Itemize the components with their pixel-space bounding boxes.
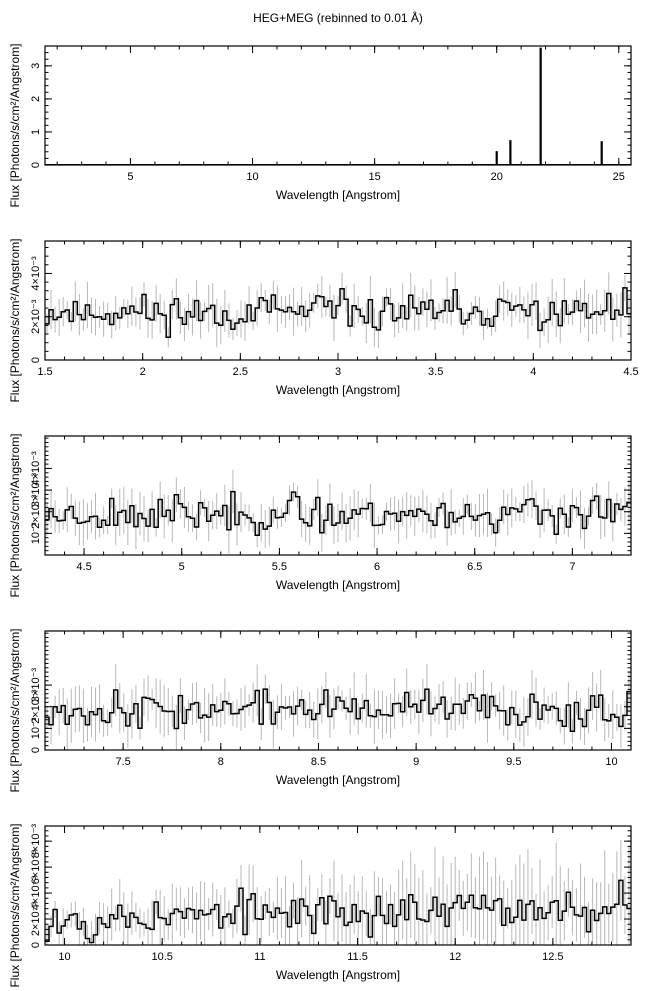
y-tick-label: 3 xyxy=(30,63,42,69)
spectrum-data xyxy=(45,271,631,349)
x-tick-label: 4.5 xyxy=(623,366,638,378)
x-tick-label: 25 xyxy=(613,171,625,183)
x-tick-label: 10 xyxy=(58,951,70,963)
spectrum-panel-5: 10 10.5 11 11.5 12 12.5 0 2×10⁻³4×10⁻³6×10⁻³8×1… xyxy=(8,823,632,988)
y-tick-label: 3×10⁻³ xyxy=(30,668,42,703)
spectrum-panel-2: 1.5 2 2.5 3 3.5 4 4.5 0 2×10⁻³ 4×10⁻³ Wavelength [… xyxy=(8,238,639,402)
x-tick-label: 20 xyxy=(491,171,503,183)
spectrum-data xyxy=(45,47,631,166)
spectrum-data xyxy=(45,469,631,554)
x-tick-label: 3.5 xyxy=(428,366,443,378)
y-tick-label: 8×10⁻³ xyxy=(30,824,42,859)
y-tick-label: 4×10⁻³ xyxy=(30,876,42,911)
y-axis: 0 1 2 3 xyxy=(30,45,631,168)
x-tick-label: 9.5 xyxy=(506,756,521,768)
y-axis: 0 2×10⁻³4×10⁻³6×10⁻³8×10⁻³ xyxy=(30,824,631,948)
spectrum-step-line xyxy=(45,879,631,944)
x-axis: 7.5 8 8.5 9 9.5 10 xyxy=(44,631,632,768)
y-axis-label: Flux [Photons/s/cm²/Angstrom] xyxy=(8,433,22,597)
spectrum-data xyxy=(45,663,631,750)
y-axis-label: Flux [Photons/s/cm²/Angstrom] xyxy=(8,43,22,207)
x-axis: 1.5 2 2.5 3 3.5 4 4.5 xyxy=(37,241,639,378)
y-axis-label: Flux [Photons/s/cm²/Angstrom] xyxy=(8,823,22,987)
y-axis: 0 2×10⁻³ 4×10⁻³ xyxy=(30,246,631,363)
x-tick-label: 15 xyxy=(369,171,381,183)
y-axis: 10⁻³2×10⁻³3×10⁻³4×10⁻³ xyxy=(30,437,631,556)
x-axis-label: Wavelength [Angstrom] xyxy=(276,773,400,787)
x-axis: 10 10.5 11 11.5 12 12.5 xyxy=(44,826,632,963)
x-tick-label: 7 xyxy=(569,561,575,573)
y-axis-label: Flux [Photons/s/cm²/Angstrom] xyxy=(8,628,22,792)
spectrum-panel-1: 5 10 15 20 25 0 1 2 3 Wavelength [Angstrom] Flux [… xyxy=(8,43,632,208)
y-tick-label: 2 xyxy=(30,96,42,102)
x-tick-label: 4.5 xyxy=(76,561,91,573)
x-axis: 4.5 5 5.5 6 6.5 7 xyxy=(44,436,632,573)
x-axis-label: Wavelength [Angstrom] xyxy=(276,188,400,202)
x-tick-label: 1.5 xyxy=(37,366,52,378)
x-tick-label: 5 xyxy=(179,561,185,573)
x-axis-label: Wavelength [Angstrom] xyxy=(276,383,400,397)
y-tick-label: 4×10⁻³ xyxy=(30,451,42,486)
x-axis-label: Wavelength [Angstrom] xyxy=(276,578,400,592)
x-tick-label: 6 xyxy=(374,561,380,573)
y-tick-label: 10⁻³ xyxy=(30,522,42,544)
y-tick-label: 0 xyxy=(30,942,42,948)
y-axis: 0 10⁻³2×10⁻³3×10⁻³ xyxy=(30,632,631,753)
x-tick-label: 4 xyxy=(530,366,536,378)
x-tick-label: 10 xyxy=(246,171,258,183)
x-tick-label: 8.5 xyxy=(311,756,326,768)
x-tick-label: 7.5 xyxy=(115,756,130,768)
y-tick-label: 2×10⁻³ xyxy=(30,689,42,724)
spectrum-panel-4: 7.5 8 8.5 9 9.5 10 0 10⁻³2×10⁻³3×10⁻³ Wavelength… xyxy=(8,628,632,793)
spectrum-step-line xyxy=(45,688,631,732)
x-tick-label: 11 xyxy=(254,951,265,963)
spectrum-panel-3: 4.5 5 5.5 6 6.5 7 10⁻³2×10⁻³3×10⁻³4×10⁻³ Wavele… xyxy=(8,433,632,598)
x-tick-label: 9 xyxy=(413,756,419,768)
y-tick-label: 2×10⁻³ xyxy=(30,299,42,334)
y-tick-label: 0 xyxy=(30,357,42,363)
x-tick-label: 2 xyxy=(140,366,146,378)
y-axis-label: Flux [Photons/s/cm²/Angstrom] xyxy=(8,238,22,402)
y-tick-label: 6×10⁻³ xyxy=(30,850,42,885)
x-tick-label: 5.5 xyxy=(272,561,287,573)
figure-title: HEG+MEG (rebinned to 0.01 Å) xyxy=(253,10,423,25)
y-tick-label: 0 xyxy=(30,747,42,753)
x-tick-label: 3 xyxy=(335,366,341,378)
spectrum-step-line xyxy=(45,287,631,339)
y-tick-label: 3×10⁻³ xyxy=(30,473,42,508)
y-tick-label: 1 xyxy=(30,129,42,135)
x-tick-label: 12 xyxy=(449,951,461,963)
plot-frame xyxy=(44,45,632,166)
y-tick-label: 4×10⁻³ xyxy=(30,256,42,291)
x-tick-label: 8 xyxy=(218,756,224,768)
spectrum-step-line xyxy=(45,490,631,536)
y-tick-label: 2×10⁻³ xyxy=(30,902,42,937)
x-tick-label: 11.5 xyxy=(347,951,368,963)
x-tick-label: 6.5 xyxy=(467,561,482,573)
x-tick-label: 5 xyxy=(127,171,133,183)
x-tick-label: 2.5 xyxy=(233,366,248,378)
spectrum-data xyxy=(45,840,631,945)
x-tick-label: 10.5 xyxy=(151,951,172,963)
x-axis-label: Wavelength [Angstrom] xyxy=(276,968,400,982)
y-tick-label: 10⁻³ xyxy=(30,717,42,739)
x-axis: 5 10 15 20 25 xyxy=(56,46,625,183)
x-tick-label: 12.5 xyxy=(542,951,563,963)
y-tick-label: 2×10⁻³ xyxy=(30,494,42,529)
y-tick-label: 0 xyxy=(30,162,42,168)
x-tick-label: 10 xyxy=(605,756,617,768)
